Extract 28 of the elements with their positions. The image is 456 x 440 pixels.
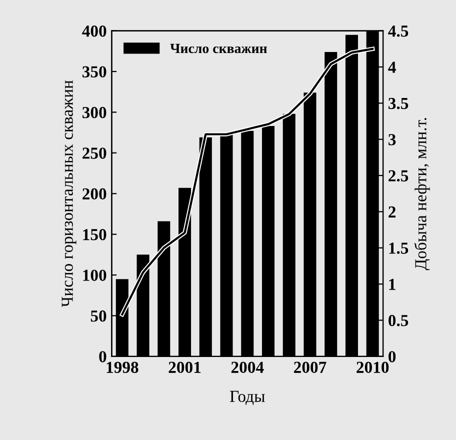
x-tick-label: 2001: [168, 362, 201, 373]
x-tick-label: 1998: [106, 362, 138, 373]
y-tick-label: 300: [82, 106, 106, 118]
y-tick-label: 100: [83, 270, 106, 281]
y-tick-label: 200: [82, 188, 106, 200]
y2-tick-label: 3: [388, 134, 396, 146]
y-tick-label: 250: [82, 148, 106, 159]
y2-tick-label: 4: [388, 62, 396, 73]
x-tick-label: 2004: [231, 362, 264, 373]
y2-tick-label: 1: [389, 278, 396, 290]
y2-tick-label: 2: [388, 206, 396, 218]
y2-tick-label: 0: [388, 351, 396, 362]
y-axis-title: Число горизонтальных скважин: [62, 80, 76, 308]
y-tick-label: 50: [90, 310, 106, 322]
y-tick-label: 150: [83, 229, 106, 240]
y-tick-label: 0: [99, 351, 106, 362]
y-tick-label: 400: [82, 26, 106, 37]
y2-axis-title: Добыча нефти, млн.т.: [414, 118, 430, 270]
x-tick-label: 2010: [356, 362, 389, 373]
y2-tick-label: 2.5: [388, 170, 408, 182]
x-tick-label: 2007: [294, 362, 326, 373]
y2-tick-label: 3.5: [388, 98, 408, 110]
x-axis-title: Годы: [230, 390, 265, 406]
y2-tick-label: 1.5: [389, 242, 408, 254]
y2-tick-label: 4.5: [388, 26, 408, 37]
y-tick-label: 350: [82, 66, 106, 78]
y2-tick-label: 0.5: [388, 314, 408, 326]
legend-label: Число скважин: [170, 44, 267, 54]
